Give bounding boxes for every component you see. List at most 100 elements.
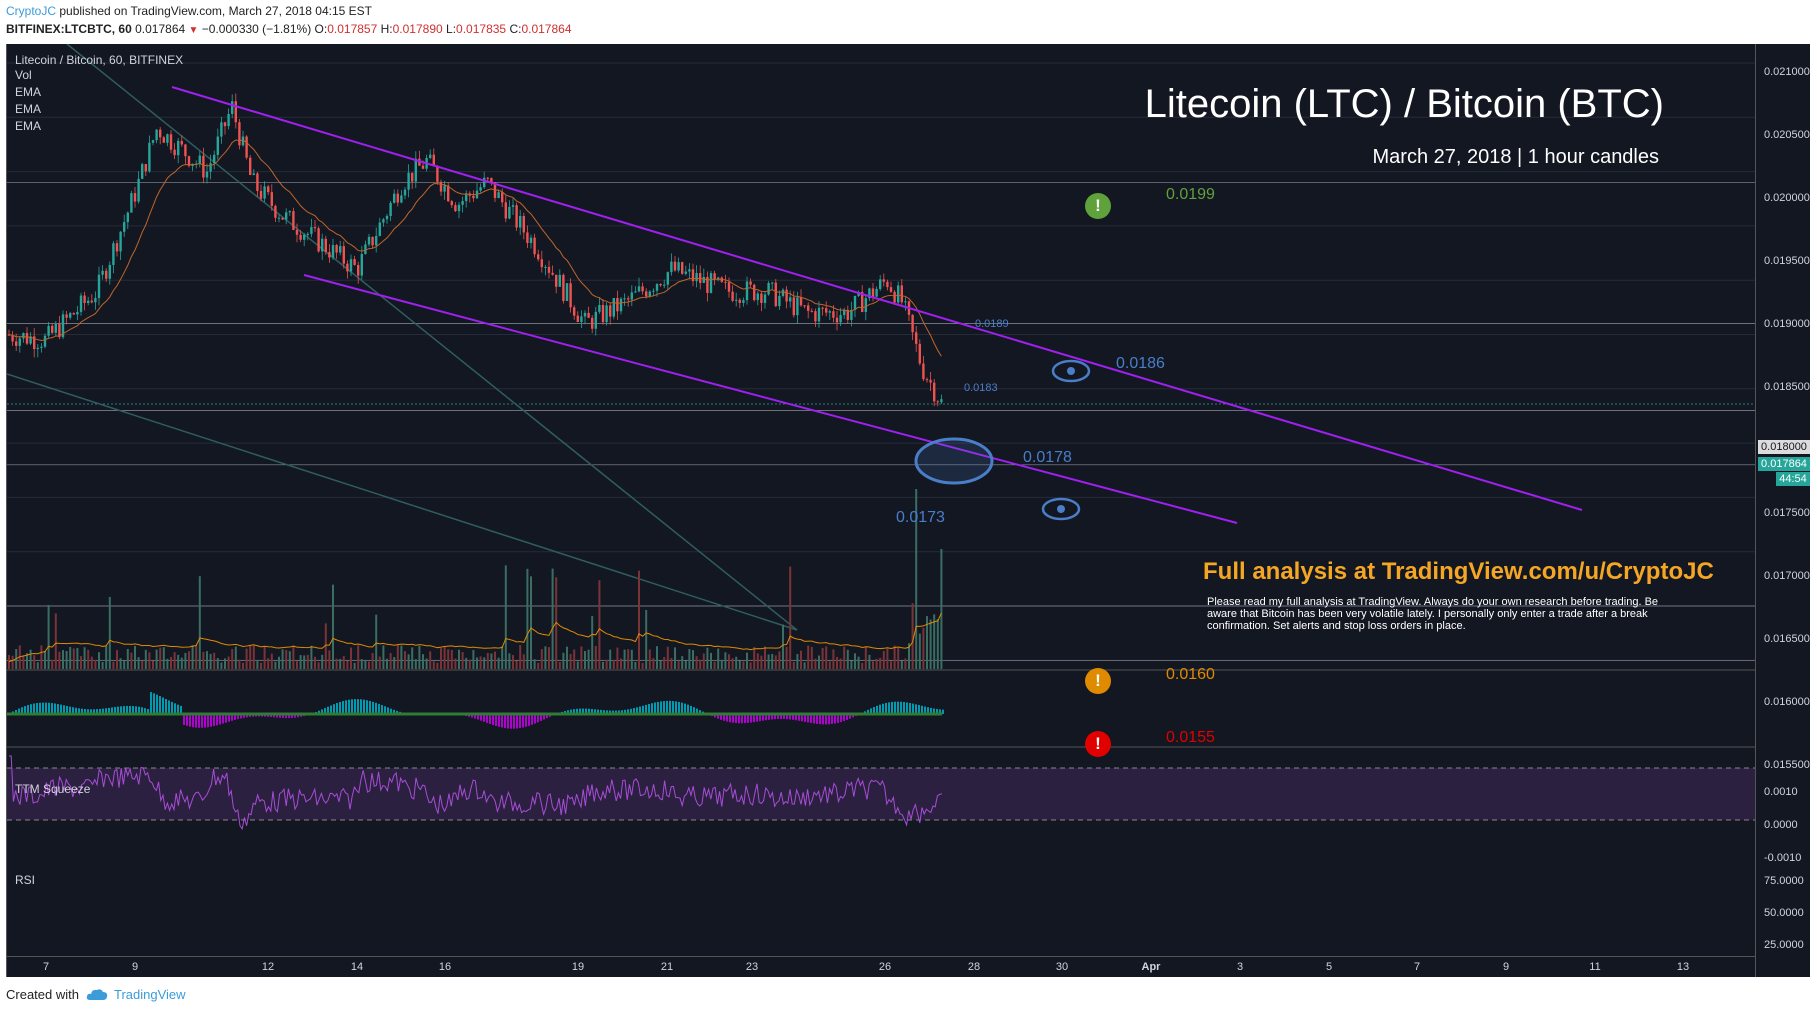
squeeze-label[interactable]: TTM Squeeze	[15, 782, 91, 796]
candle-body	[213, 154, 216, 164]
candle-body	[583, 312, 587, 317]
volume-bar	[166, 658, 169, 669]
candle-body	[277, 217, 281, 219]
candle-body	[33, 336, 36, 350]
squeeze-bar	[780, 714, 782, 719]
rsi-label[interactable]: RSI	[15, 873, 36, 887]
candle-body	[112, 243, 115, 265]
squeeze-bar	[720, 714, 722, 720]
volume-bar	[296, 661, 298, 669]
squeeze-bar	[768, 714, 770, 720]
squeeze-bar	[942, 709, 944, 714]
chart-title: Litecoin (LTC) / Bitcoin (BTC)	[1144, 82, 1664, 126]
candle-body	[659, 284, 662, 286]
candle-body	[90, 300, 93, 303]
squeeze-bar	[774, 714, 776, 720]
close-label: C:	[509, 22, 522, 36]
candle-body	[778, 295, 781, 307]
tradingview-link[interactable]: TradingView	[114, 987, 186, 1002]
squeeze-bar	[600, 709, 602, 714]
last-price: 0.017864	[135, 22, 186, 36]
chart-canvas[interactable]: Litecoin / Bitcoin, 60, BITFINEX Vol EMA…	[6, 44, 1810, 977]
time-axis[interactable]: 7 9 12 14 16 19 21 23 26 28 30 Apr 3 5 7…	[7, 956, 1755, 977]
volume-bar	[832, 649, 835, 669]
squeeze-bar	[576, 708, 578, 714]
volume-bar	[641, 662, 644, 669]
volume-bar	[857, 656, 860, 669]
squeeze-bar	[84, 709, 86, 714]
squeeze-tick: 0.0000	[1764, 819, 1798, 831]
candle-body	[598, 305, 601, 312]
squeeze-bar	[762, 714, 764, 721]
candle-body	[717, 277, 720, 280]
volume-bar	[468, 659, 471, 669]
author-link[interactable]: CryptoJC	[6, 4, 57, 18]
volume-bar	[134, 645, 136, 669]
squeeze-bar	[75, 707, 77, 714]
indicator-ema-label[interactable]: EMA	[15, 102, 42, 116]
chart-drawing[interactable]	[7, 44, 1755, 956]
candle-body	[612, 297, 615, 317]
volume-bar	[476, 657, 478, 669]
publish-line: CryptoJC published on TradingView.com, M…	[6, 4, 372, 18]
candle-body	[245, 136, 248, 158]
volume-bar	[310, 645, 313, 669]
volume-bar	[436, 662, 439, 669]
squeeze-bar	[486, 714, 488, 723]
squeeze-bar	[147, 709, 149, 714]
candle-body	[623, 298, 626, 300]
candle-body	[256, 173, 259, 191]
price-axis[interactable]: 0.021000 0.020500 0.020000 0.019500 0.01…	[1755, 44, 1810, 977]
high-label: H:	[380, 22, 393, 36]
indicator-ema-label[interactable]: EMA	[15, 119, 42, 133]
volume-bar	[51, 659, 54, 669]
squeeze-bar	[915, 704, 917, 714]
candle-body	[94, 298, 97, 303]
volume-bar	[375, 614, 378, 669]
volume-bar	[314, 656, 316, 669]
squeeze-bar	[666, 700, 668, 714]
squeeze-bar	[153, 693, 155, 714]
candle-body	[353, 259, 356, 265]
volume-bar	[278, 656, 280, 669]
volume-bar	[576, 661, 579, 669]
squeeze-bar	[804, 714, 806, 722]
squeeze-bar	[351, 699, 353, 714]
candle-body	[141, 164, 144, 179]
candle-body	[360, 254, 363, 276]
volume-bar	[209, 653, 212, 669]
volume-bar	[357, 645, 360, 669]
candle-body	[796, 297, 799, 316]
candle-body	[648, 291, 651, 297]
indicator-vol-label[interactable]: Vol	[15, 68, 32, 82]
volume-bar	[76, 648, 79, 669]
squeeze-bar	[165, 698, 167, 714]
candle-body	[918, 343, 921, 364]
volume-bar	[861, 662, 864, 669]
channel-upper-line	[171, 86, 1583, 511]
squeeze-bar	[483, 714, 485, 722]
squeeze-bar	[207, 714, 209, 728]
volume-bar	[159, 647, 162, 669]
volume-bar	[663, 657, 666, 669]
volume-bar	[897, 647, 900, 669]
open-value: 0.017857	[327, 22, 378, 36]
squeeze-bar	[636, 707, 638, 714]
candle-body	[227, 113, 230, 127]
indicator-ema-label[interactable]: EMA	[15, 85, 42, 99]
squeeze-bar	[288, 714, 290, 719]
volume-bar	[400, 645, 403, 669]
candle-body	[915, 332, 918, 344]
candle-body	[760, 293, 763, 303]
candle-body	[105, 270, 108, 279]
volume-bar	[432, 661, 435, 669]
squeeze-bar	[732, 714, 734, 723]
volume-bar	[530, 576, 532, 669]
candle-body	[169, 134, 173, 150]
squeeze-bar	[612, 710, 614, 714]
tradingview-cloud-icon[interactable]	[86, 987, 108, 1001]
candle-body	[515, 205, 518, 228]
candle-body	[897, 285, 900, 303]
candle-body	[450, 201, 453, 206]
volume-bar	[36, 662, 39, 669]
